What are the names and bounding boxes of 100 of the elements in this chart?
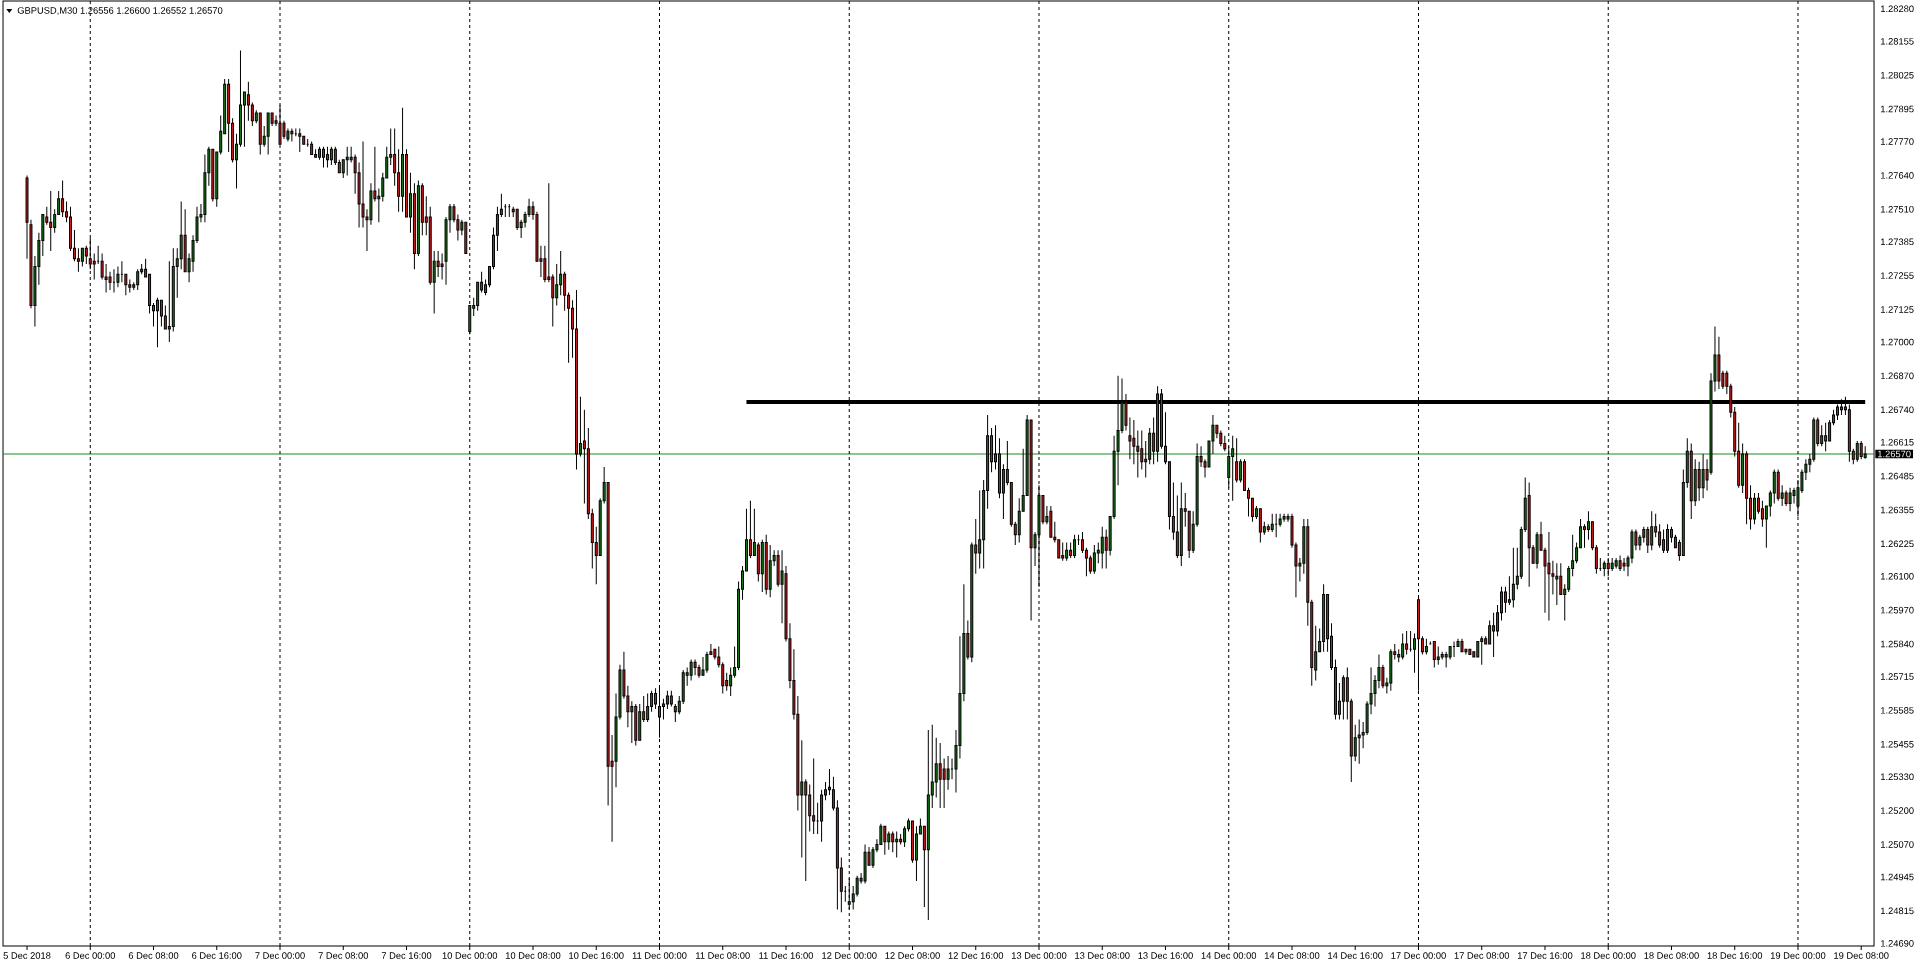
candlestick — [1017, 497, 1021, 543]
candlestick — [1480, 635, 1484, 666]
candlestick — [887, 830, 891, 851]
x-tick-label: 10 Dec 08:00 — [505, 952, 561, 959]
candlestick — [1753, 492, 1756, 525]
candlestick — [322, 146, 325, 169]
y-tick-label: 1.25200 — [1881, 807, 1914, 814]
candlestick — [1788, 487, 1792, 512]
candlestick — [1622, 557, 1626, 572]
x-tick-label: 13 Dec 08:00 — [1075, 952, 1130, 959]
y-tick-label: 1.24690 — [1881, 940, 1914, 947]
y-tick-label: 1.24945 — [1881, 873, 1914, 881]
candlestick — [808, 784, 812, 832]
candlestick — [61, 180, 65, 218]
candlestick — [92, 253, 96, 281]
y-tick-label: 1.26355 — [1881, 506, 1914, 514]
y-tick-label: 1.26615 — [1881, 438, 1914, 446]
x-tick-label: 6 Dec 00:00 — [65, 952, 116, 959]
candlestick — [1559, 562, 1563, 596]
candlestick — [1401, 633, 1405, 661]
x-tick-label: 7 Dec 08:00 — [318, 952, 369, 959]
candlestick — [329, 146, 333, 166]
ref-line-label: 1.26570 — [1878, 450, 1911, 458]
y-tick-label: 1.25070 — [1881, 841, 1914, 848]
candlestick — [555, 263, 559, 307]
candlestick — [1488, 620, 1492, 645]
candlestick — [1061, 541, 1065, 562]
y-tick-label: 1.24815 — [1881, 907, 1914, 915]
y-tick-label: 1.28025 — [1881, 71, 1914, 79]
candlestick — [812, 758, 816, 835]
y-tick-label: 1.25585 — [1881, 707, 1914, 714]
x-tick-label: 5 Dec 2018 — [3, 952, 51, 959]
x-tick-label: 13 Dec 16:00 — [1138, 952, 1193, 959]
y-tick-label: 1.26225 — [1881, 540, 1914, 548]
candlestick — [1140, 430, 1144, 471]
candlestick — [266, 112, 270, 156]
candlestick — [1357, 719, 1361, 765]
candlestick — [934, 737, 938, 799]
candlestick — [1092, 544, 1096, 575]
y-tick-label: 1.25840 — [1881, 640, 1914, 648]
y-tick-label: 1.27510 — [1881, 205, 1914, 213]
x-tick-label: 7 Dec 00:00 — [255, 952, 305, 959]
candlestick — [883, 825, 887, 856]
x-tick-label: 7 Dec 16:00 — [381, 952, 432, 959]
candlestick — [290, 128, 294, 143]
candlestick — [1341, 674, 1345, 720]
candlestick — [855, 875, 859, 898]
candlestick — [701, 656, 705, 676]
candlestick — [1432, 640, 1436, 668]
candlestick — [476, 281, 480, 312]
candlestick — [1270, 513, 1274, 533]
candlestick — [167, 260, 171, 343]
candlestick — [49, 190, 53, 252]
candlestick — [1235, 437, 1239, 484]
candlestick — [938, 742, 942, 809]
y-tick-label: 1.27255 — [1881, 272, 1914, 279]
candlestick — [155, 297, 159, 348]
y-tick-label: 1.27770 — [1881, 138, 1914, 145]
y-tick-label: 1.27895 — [1881, 105, 1914, 113]
x-tick-label: 11 Dec 00:00 — [632, 952, 687, 959]
y-tick-label: 1.27000 — [1881, 338, 1914, 346]
y-tick-label: 1.25715 — [1881, 673, 1914, 680]
y-tick-label: 1.27385 — [1881, 238, 1914, 246]
y-tick-label: 1.25455 — [1881, 740, 1914, 748]
candlestick — [654, 687, 658, 710]
candlestick — [661, 698, 665, 720]
x-tick-label: 6 Dec 16:00 — [192, 952, 242, 959]
candlestick — [646, 692, 650, 723]
candlestick — [1175, 495, 1179, 559]
candlestick — [325, 146, 329, 169]
candlestick — [1088, 554, 1092, 575]
x-tick-label: 11 Dec 08:00 — [696, 952, 750, 959]
x-tick-label: 18 Dec 08:00 — [1644, 952, 1699, 959]
candlestick — [112, 268, 116, 294]
y-tick-label: 1.26485 — [1881, 472, 1914, 480]
x-tick-label: 6 Dec 08:00 — [128, 952, 179, 959]
candlestick — [246, 81, 250, 122]
y-tick-label: 1.28155 — [1881, 38, 1914, 45]
candlestick — [1503, 586, 1507, 614]
candlestick — [705, 651, 709, 674]
candlestick — [665, 690, 669, 710]
candlestick — [1697, 461, 1701, 502]
candlestick — [693, 659, 697, 676]
candlestick — [341, 159, 345, 179]
candlestick — [179, 200, 183, 270]
candlestick — [1492, 612, 1496, 658]
candlestick — [551, 273, 555, 327]
y-tick-label: 1.28280 — [1881, 5, 1914, 13]
candlestick — [80, 247, 84, 268]
candlestick — [729, 666, 733, 697]
y-tick-label: 1.27640 — [1881, 172, 1914, 179]
candlestick — [1583, 523, 1586, 549]
x-tick-label: 14 Dec 08:00 — [1264, 952, 1320, 959]
candlestick — [1405, 630, 1409, 655]
candlestick — [1231, 435, 1235, 502]
candlestick — [242, 91, 246, 148]
candlestick — [1258, 508, 1262, 543]
candlestick — [1662, 528, 1666, 554]
candlestick — [1701, 453, 1705, 499]
x-tick-label: 10 Dec 16:00 — [569, 952, 624, 959]
